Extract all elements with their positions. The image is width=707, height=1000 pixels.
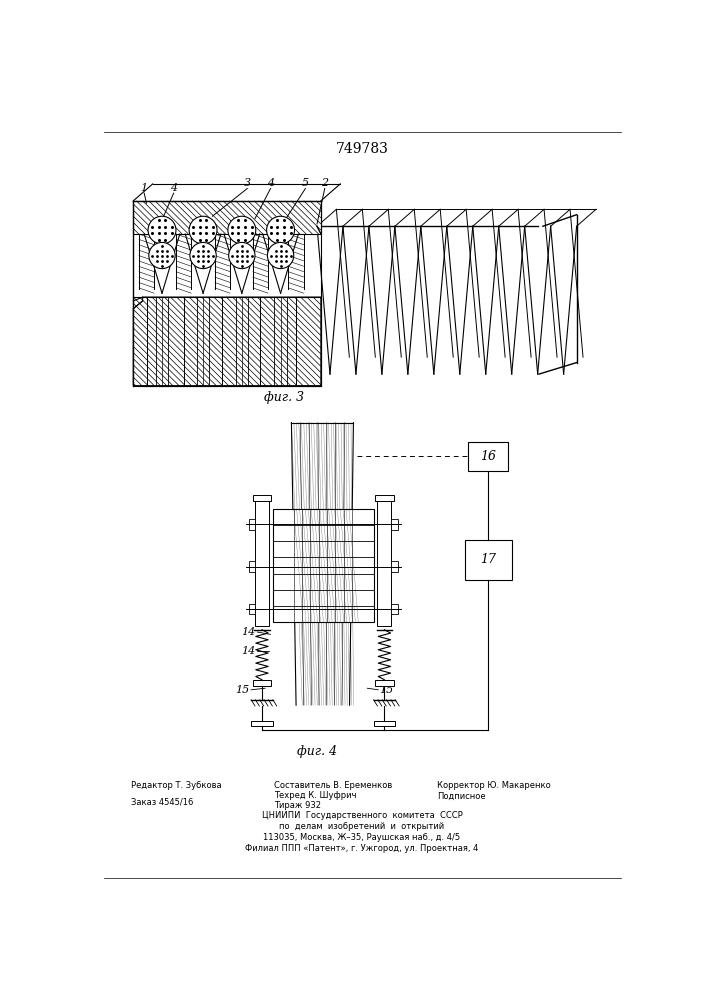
Bar	[465, 540, 512, 580]
Circle shape	[148, 216, 176, 244]
Text: 15: 15	[235, 685, 250, 695]
Text: 1: 1	[141, 183, 148, 193]
Bar	[273, 509, 373, 622]
Circle shape	[189, 216, 217, 244]
Bar	[375, 495, 394, 501]
Text: фиг. 4: фиг. 4	[297, 745, 337, 758]
Text: по  делам  изобретений  и  открытий: по делам изобретений и открытий	[279, 822, 445, 831]
Circle shape	[149, 242, 175, 269]
Bar	[249, 519, 255, 530]
Circle shape	[228, 242, 255, 269]
Text: Заказ 4545/16: Заказ 4545/16	[131, 798, 194, 807]
Text: 2: 2	[321, 178, 328, 188]
Text: 4: 4	[170, 183, 177, 193]
Bar	[392, 604, 397, 614]
Circle shape	[267, 216, 295, 244]
Bar	[392, 561, 397, 572]
Text: 17: 17	[480, 553, 496, 566]
Text: Филиал ППП «Патент», г. Ужгород, ул. Проектная, 4: Филиал ППП «Патент», г. Ужгород, ул. Про…	[245, 844, 479, 853]
Bar	[134, 297, 321, 386]
Bar	[378, 501, 392, 626]
Bar	[255, 501, 269, 626]
Circle shape	[228, 216, 256, 244]
Text: 4: 4	[267, 178, 274, 188]
Text: Корректор Ю. Макаренко: Корректор Ю. Макаренко	[437, 781, 551, 790]
Text: 14: 14	[241, 627, 255, 637]
Circle shape	[190, 242, 216, 269]
Bar	[251, 721, 273, 726]
Text: Техред К. Шуфрич: Техред К. Шуфрич	[274, 791, 357, 800]
Bar	[240, 230, 244, 244]
Bar	[279, 230, 283, 244]
Text: 15: 15	[379, 685, 393, 695]
Text: ЦНИИПИ  Государственного  комитета  СССР: ЦНИИПИ Государственного комитета СССР	[262, 811, 462, 820]
Text: 14: 14	[241, 646, 255, 656]
Text: 749783: 749783	[336, 142, 388, 156]
Bar	[249, 561, 255, 572]
Bar	[201, 230, 205, 244]
Text: Подписное: Подписное	[437, 791, 486, 800]
Bar	[249, 604, 255, 614]
Bar	[160, 230, 164, 244]
Text: фиг. 3: фиг. 3	[264, 391, 305, 404]
Circle shape	[267, 242, 293, 269]
Polygon shape	[134, 297, 321, 386]
Bar	[373, 721, 395, 726]
Text: Тираж 932: Тираж 932	[274, 801, 322, 810]
Text: 113035, Москва, Ж–35, Раушская наб., д. 4/5: 113035, Москва, Ж–35, Раушская наб., д. …	[264, 833, 460, 842]
Text: 3: 3	[244, 178, 251, 188]
Text: 5: 5	[302, 178, 309, 188]
Bar	[252, 495, 271, 501]
Text: 16: 16	[480, 450, 496, 463]
Bar	[468, 442, 508, 471]
Bar	[252, 680, 271, 686]
Text: Редактор Т. Зубкова: Редактор Т. Зубкова	[131, 781, 221, 790]
Bar	[134, 201, 321, 234]
Bar	[375, 680, 394, 686]
Bar	[392, 519, 397, 530]
Text: Составитель В. Еременков: Составитель В. Еременков	[274, 781, 392, 790]
